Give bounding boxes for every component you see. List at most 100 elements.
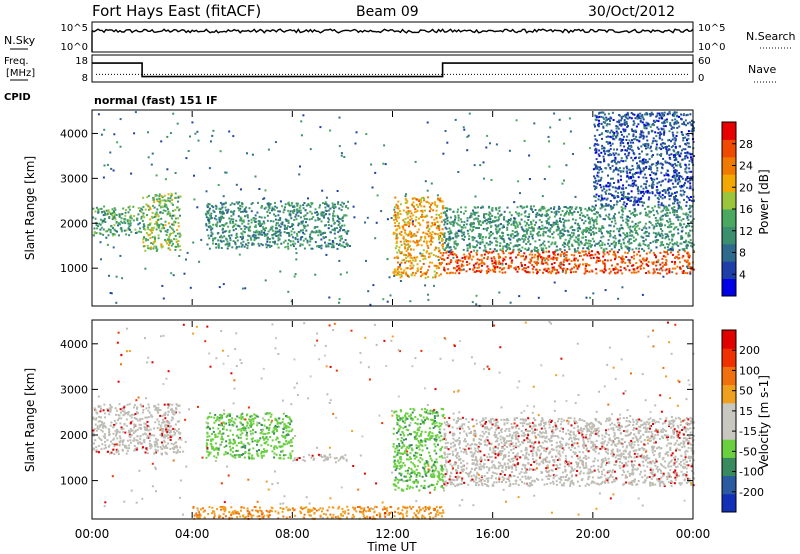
power-colorbar: 28 24 20 16 12 8 4 <box>721 121 753 297</box>
velocity-colorbar-tick-label: 50 <box>739 385 753 398</box>
velocity-colorbar-swatch <box>722 457 736 477</box>
power-region-2 <box>204 200 350 250</box>
freq-panel: Freq. [MHz] 18 8 60 0 Nave <box>4 54 776 84</box>
velocity-colorbar-swatch <box>722 421 736 440</box>
velocity-region-2 <box>292 453 348 462</box>
velocity-ylabel: Slant Range [km] <box>23 368 37 472</box>
power-noise <box>97 111 693 307</box>
power-colorbar-swatch <box>722 122 736 140</box>
power-colorbar-swatch <box>722 174 736 193</box>
velocity-colorbar-swatch <box>722 330 736 349</box>
velocity-region-1 <box>205 412 294 460</box>
velocity-colorbar-tick-label: 100 <box>739 364 760 377</box>
beam-title: Beam 09 <box>356 4 419 20</box>
freq-panel-frame <box>91 54 694 83</box>
velocity-panel-frame <box>91 319 694 520</box>
nsearch-tick-bottom: 10^0 <box>698 42 725 53</box>
nsky-line <box>91 28 694 34</box>
nave-label: Nave <box>748 63 776 76</box>
nsky-series <box>91 28 694 52</box>
power-region-3 <box>392 196 445 279</box>
velocity-colorbar-tick-label: -15 <box>739 425 757 438</box>
power-colorbar-tick-label: 4 <box>739 268 746 281</box>
velocity-colorbar-swatch <box>722 348 736 367</box>
freq-tick-bottom: 8 <box>82 73 88 84</box>
velocity-colorbar-swatch <box>722 384 736 404</box>
y-tick-label: 2000 <box>60 217 88 230</box>
velocity-data <box>92 321 695 520</box>
y-tick-label: 3000 <box>60 383 88 396</box>
velocity-colorbar-swatch <box>722 493 736 513</box>
power-colorbar-swatch <box>722 243 736 262</box>
x-tick-label: 00:00 <box>676 527 711 541</box>
power-colorbar-tick-label: 28 <box>739 138 753 151</box>
power-region-1 <box>142 192 182 252</box>
power-colorbar-tick-label: 16 <box>739 203 753 216</box>
y-tick-label: 1000 <box>60 475 88 488</box>
station-title: Fort Hays East (fitACF) <box>92 2 261 20</box>
freq-label: Freq. <box>4 56 29 67</box>
velocity-colorbar-tick-label: -200 <box>739 486 764 499</box>
power-data <box>92 111 695 307</box>
nave-tick-bottom: 0 <box>698 73 704 84</box>
nsky-label: N.Sky <box>4 34 36 47</box>
velocity-region-0 <box>92 403 182 456</box>
freq-tick-top: 18 <box>75 56 88 67</box>
velocity-colorbar-swatch <box>722 366 736 386</box>
power-colorbar-swatch <box>722 209 736 227</box>
y-tick-label: 2000 <box>60 429 88 442</box>
x-tick-label: 00:00 <box>75 527 110 541</box>
freq-unit-label: [MHz] <box>6 68 35 79</box>
cpid-label: CPID <box>4 92 31 103</box>
power-region-4 <box>442 250 695 275</box>
velocity-colorbar-tick-label: 200 <box>739 344 760 357</box>
power-colorbar-swatch <box>722 191 736 210</box>
power-colorbar-label: Power [dB] <box>757 169 771 234</box>
velocity-colorbar-tick-label: 15 <box>739 405 753 418</box>
velocity-colorbar-swatch <box>722 475 736 495</box>
power-panel-frame <box>91 109 694 307</box>
x-tick-label: 12:00 <box>375 527 410 541</box>
power-colorbar-tick-label: 24 <box>739 160 753 173</box>
velocity-region-4 <box>442 416 695 488</box>
velocity-colorbar-swatch <box>722 439 736 458</box>
velocity-colorbar-label: Velocity [m s-1] <box>757 375 771 469</box>
x-axis-label: Time UT <box>366 540 417 554</box>
date-title: 30/Oct/2012 <box>588 4 675 20</box>
power-region-0 <box>92 205 144 237</box>
y-tick-label: 4000 <box>60 338 88 351</box>
power-colorbar-tick-label: 12 <box>739 225 753 238</box>
x-tick-label: 20:00 <box>576 527 611 541</box>
nsky-panel: N.Sky 10^5 10^0 10^5 10^0 N.Search <box>4 21 796 53</box>
nsky-tick-bottom: 10^0 <box>61 42 88 53</box>
freq-series <box>92 62 693 78</box>
power-colorbar-swatch <box>722 156 736 175</box>
nsky-tick-top: 10^5 <box>61 23 88 34</box>
y-tick-label: 4000 <box>60 127 88 140</box>
power-colorbar-swatch <box>722 261 736 280</box>
power-colorbar-tick-label: 20 <box>739 181 753 194</box>
x-tick-label: 16:00 <box>475 527 510 541</box>
x-tick-label: 04:00 <box>175 527 210 541</box>
velocity-colorbar-tick-label: -50 <box>739 445 757 458</box>
velocity-colorbar: 200 100 50 15 -15 -50 -100 -200 <box>721 329 764 513</box>
nave-tick-top: 60 <box>698 56 711 67</box>
power-region-6 <box>592 111 695 208</box>
velocity-region-3 <box>392 407 445 492</box>
velocity-region-5 <box>192 505 445 520</box>
cpid-value: normal (fast) 151 IF <box>94 94 218 107</box>
power-colorbar-swatch <box>722 278 736 297</box>
velocity-colorbar-swatch <box>722 402 736 422</box>
power-panel: 4000 3000 2000 1000 Slant Range [km] 28 24 20… <box>23 109 771 307</box>
y-tick-label: 3000 <box>60 172 88 185</box>
freq-step-line <box>92 62 693 78</box>
nsearch-label: N.Search <box>746 30 796 43</box>
nsky-panel-frame <box>91 21 694 53</box>
x-tick-label: 08:00 <box>275 527 310 541</box>
power-ylabel: Slant Range [km] <box>23 156 37 260</box>
x-axis: 00:00 04:00 08:00 12:00 16:00 20:00 00:00 <box>75 111 711 541</box>
power-colorbar-swatch <box>722 139 736 158</box>
y-tick-label: 1000 <box>60 262 88 275</box>
power-region-5 <box>442 205 695 253</box>
